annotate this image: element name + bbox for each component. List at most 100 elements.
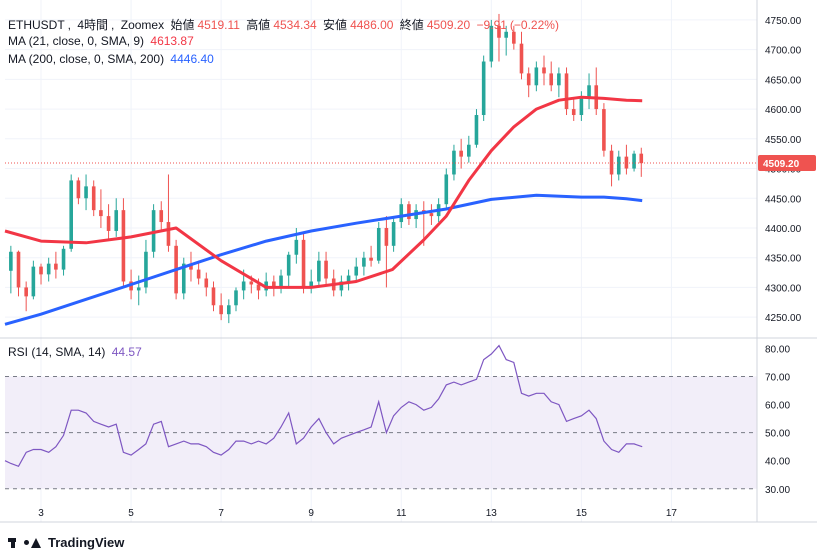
candle-body <box>181 263 186 294</box>
candle-body <box>9 251 13 271</box>
candle-body <box>106 216 111 231</box>
candle-body <box>579 97 584 116</box>
candle-body <box>121 210 126 282</box>
candle-body <box>114 210 119 231</box>
tradingview-logo-icon <box>8 537 24 548</box>
time-tick-label: 5 <box>128 508 134 519</box>
price-tick-label: 4550.00 <box>765 135 802 146</box>
change-pct: (−0.22%) <box>509 18 559 32</box>
candle-body <box>272 281 276 288</box>
price-tick-label: 4700.00 <box>765 46 802 57</box>
ma21-value: 4613.87 <box>150 34 194 48</box>
rsi-pane <box>4 344 643 468</box>
candle-body <box>376 227 381 261</box>
tradingview-logo[interactable]: TradingView <box>8 535 124 550</box>
high-value: 4534.34 <box>273 18 317 32</box>
candle-body <box>286 254 291 276</box>
candle-body <box>391 222 396 246</box>
candle-body <box>467 144 471 157</box>
candle-body <box>459 150 463 157</box>
candle-body <box>76 180 81 199</box>
logo-dot <box>24 540 29 545</box>
rsi-tick-label: 50.00 <box>765 429 790 440</box>
symbol: ETHUSDT <box>8 18 65 32</box>
rsi-tick-label: 80.00 <box>765 344 790 355</box>
candle-body <box>196 269 201 279</box>
ma200-legend: MA (200, close, 0, SMA, 200) 4446.40 <box>8 52 217 66</box>
time-tick-label: 3 <box>38 508 44 519</box>
candle-body <box>632 153 636 169</box>
symbol-legend: ETHUSDT, 4時間, Zoomex 始値 4519.11 高値 4534.34… <box>8 18 559 32</box>
candle-body <box>234 290 238 306</box>
candle-body <box>46 263 51 275</box>
rsi-line <box>4 344 643 468</box>
time-tick-label: 7 <box>218 508 224 519</box>
logo-triangle <box>31 537 41 548</box>
candle-body <box>571 109 576 116</box>
candle-body <box>279 275 283 288</box>
candle-body <box>144 251 148 288</box>
rsi-label: RSI (14, SMA, 14) <box>8 345 106 359</box>
candle-body <box>84 186 88 199</box>
ma200-label: MA (200, close, 0, SMA, 200) <box>8 52 165 66</box>
candle-body <box>159 210 164 223</box>
candle-body <box>31 266 36 297</box>
ma200-value: 4446.40 <box>170 52 214 66</box>
rsi-tick-label: 70.00 <box>765 372 790 383</box>
candle-body <box>384 227 389 246</box>
rsi-band <box>5 375 757 490</box>
open-value: 4519.11 <box>197 18 240 32</box>
candle-body <box>399 204 404 223</box>
candle-body <box>294 239 299 255</box>
close-label: 終値 <box>399 18 424 32</box>
rsi-tick-label: 30.00 <box>765 485 790 496</box>
candle-body <box>211 287 216 306</box>
candle-body <box>512 31 516 44</box>
price-tick-label: 4250.00 <box>765 313 802 324</box>
price-tick-label: 4400.00 <box>765 224 802 235</box>
ma21-label: MA (21, close, 0, SMA, 9) <box>8 34 145 48</box>
candle-body <box>39 266 43 275</box>
last-price-label: 4509.20 <box>763 159 800 170</box>
candle-body <box>256 284 261 291</box>
candle-body <box>309 281 314 288</box>
candle-body <box>54 263 58 270</box>
price-tick-label: 4650.00 <box>765 75 802 86</box>
price-pane <box>4 13 757 326</box>
candle-body <box>249 281 254 285</box>
candle-body <box>564 73 569 110</box>
price-tick-label: 4450.00 <box>765 194 802 205</box>
candle-body <box>24 287 28 297</box>
time-tick-label: 13 <box>486 508 498 519</box>
candle-body <box>549 73 554 86</box>
candle-body <box>99 210 103 217</box>
candle-body <box>542 67 546 74</box>
candle-body <box>219 305 223 315</box>
candle-body <box>362 257 366 267</box>
candle-body <box>452 150 456 175</box>
price-tick-label: 4750.00 <box>765 16 802 27</box>
candle-body <box>489 25 494 62</box>
ma200-line <box>4 193 643 326</box>
candle-body <box>602 109 606 151</box>
candle-body <box>587 85 591 98</box>
candle-body <box>166 222 171 246</box>
close-value: 4509.20 <box>426 18 471 32</box>
candle-body <box>189 263 193 270</box>
candle-body <box>301 239 306 288</box>
candle-body <box>16 251 21 288</box>
candle-body <box>339 281 344 291</box>
rsi-legend: RSI (14, SMA, 14) 44.57 <box>8 345 145 359</box>
rsi-tick-label: 40.00 <box>765 457 790 468</box>
brand-name: TradingView <box>48 535 125 550</box>
rsi-value: 44.57 <box>111 345 142 359</box>
interval: 4時間 <box>77 18 109 32</box>
axes: 4250.004300.004350.004400.004450.004500.… <box>0 0 817 523</box>
low-label: 安値 <box>323 18 348 32</box>
candle-body <box>497 25 501 38</box>
candle-body <box>317 260 321 282</box>
change-value: −9.91 <box>476 18 507 32</box>
candle-body <box>444 174 449 205</box>
candle-body <box>369 257 373 261</box>
